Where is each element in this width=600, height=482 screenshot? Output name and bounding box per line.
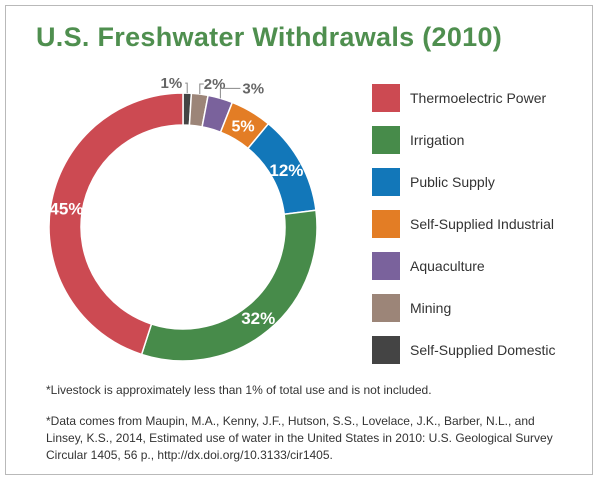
legend-swatch [372,336,400,364]
legend-label: Mining [410,300,452,316]
slice-thermoelectric-power [48,92,184,356]
legend-swatch [372,168,400,196]
livestock-note: *Livestock is approximately less than 1%… [46,383,432,397]
legend-item-self-supplied-industrial: Self-Supplied Industrial [372,210,582,240]
leader-self-supplied-domestic [185,82,188,94]
label-self-supplied-industrial: 5% [232,118,255,135]
legend-item-irrigation: Irrigation [372,126,582,156]
source-note: *Data comes from Maupin, M.A., Kenny, J.… [46,414,553,462]
legend-item-thermoelectric-power: Thermoelectric Power [372,84,582,114]
label-aquaculture: 3% [242,80,264,97]
chart-title: U.S. Freshwater Withdrawals (2010) [36,22,503,52]
leader-mining [199,83,204,95]
label-mining: 2% [204,76,226,93]
legend-swatch [372,210,400,238]
legend-label: Thermoelectric Power [410,90,547,106]
label-thermoelectric-power: 45% [49,200,83,219]
legend-swatch [372,294,400,322]
legend-item-mining: Mining [372,294,582,324]
legend-label: Self-Supplied Domestic [410,342,556,358]
legend-swatch [372,126,400,154]
legend-item-self-supplied-domestic: Self-Supplied Domestic [372,336,582,366]
legend-label: Aquaculture [410,258,485,274]
legend-label: Public Supply [410,174,495,190]
legend-swatch [372,252,400,280]
legend-item-aquaculture: Aquaculture [372,252,582,282]
label-public-supply: 12% [269,161,303,180]
slice-irrigation [140,209,318,362]
legend-label: Irrigation [410,132,465,148]
label-irrigation: 32% [241,309,275,328]
legend-swatch [372,84,400,112]
label-self-supplied-domestic: 1% [161,75,183,92]
leader-aquaculture [219,87,241,99]
legend-item-public-supply: Public Supply [372,168,582,198]
legend-label: Self-Supplied Industrial [410,216,554,232]
